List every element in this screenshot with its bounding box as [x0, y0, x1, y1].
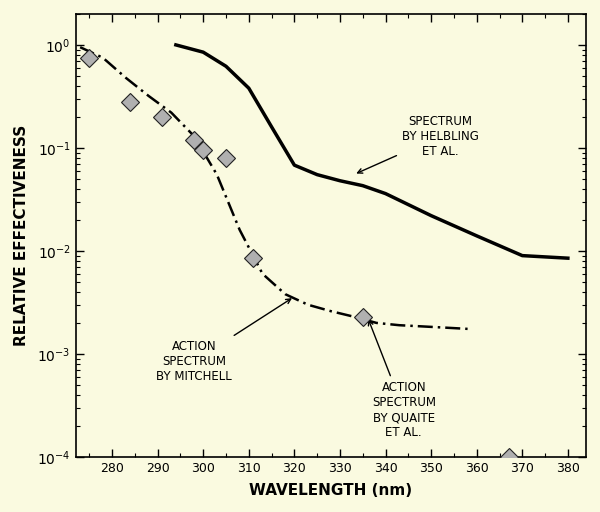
Text: SPECTRUM
BY HELBLING
ET AL.: SPECTRUM BY HELBLING ET AL.: [358, 115, 479, 173]
Text: ACTION
SPECTRUM
BY MITCHELL: ACTION SPECTRUM BY MITCHELL: [156, 299, 291, 382]
Text: ACTION
SPECTRUM
BY QUAITE
ET AL.: ACTION SPECTRUM BY QUAITE ET AL.: [368, 321, 436, 439]
X-axis label: WAVELENGTH (nm): WAVELENGTH (nm): [249, 483, 412, 498]
Y-axis label: RELATIVE EFFECTIVENESS: RELATIVE EFFECTIVENESS: [14, 125, 29, 346]
